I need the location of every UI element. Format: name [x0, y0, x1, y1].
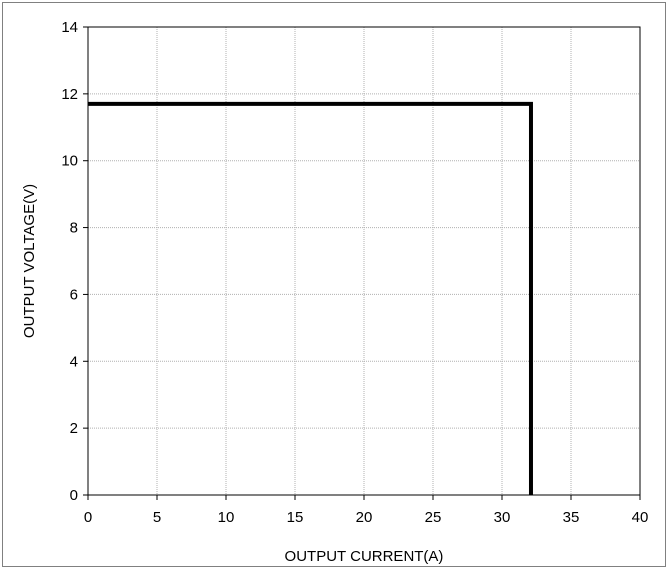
y-tick-label-3: 6 [70, 286, 78, 303]
y-tick-label-2: 4 [70, 353, 78, 370]
x-axis-label: OUTPUT CURRENT(A) [285, 548, 444, 565]
x-tick-label-6: 30 [494, 509, 511, 526]
y-tick-label-7: 14 [61, 19, 78, 36]
y-tick-labels: 0 2 4 6 8 10 12 14 [61, 19, 88, 504]
series-line-0 [88, 101, 533, 495]
x-tick-label-5: 25 [425, 509, 442, 526]
x-tick-labels: 0 5 10 15 20 25 30 35 40 [84, 495, 649, 526]
series-group [88, 101, 533, 495]
y-tick-label-4: 8 [70, 220, 78, 237]
grid-lines [88, 27, 640, 495]
y-tick-label-1: 2 [70, 420, 78, 437]
x-tick-label-3: 15 [287, 509, 304, 526]
y-axis-label: OUTPUT VOLTAGE(V) [21, 184, 38, 338]
x-tick-label-1: 5 [153, 509, 161, 526]
y-tick-label-5: 10 [61, 153, 78, 170]
y-tick-label-0: 0 [70, 487, 78, 504]
x-tick-label-4: 20 [356, 509, 373, 526]
x-tick-label-2: 10 [218, 509, 235, 526]
y-tick-label-6: 12 [61, 86, 78, 103]
x-tick-label-0: 0 [84, 509, 92, 526]
x-tick-label-8: 40 [632, 509, 649, 526]
x-tick-label-7: 35 [563, 509, 580, 526]
